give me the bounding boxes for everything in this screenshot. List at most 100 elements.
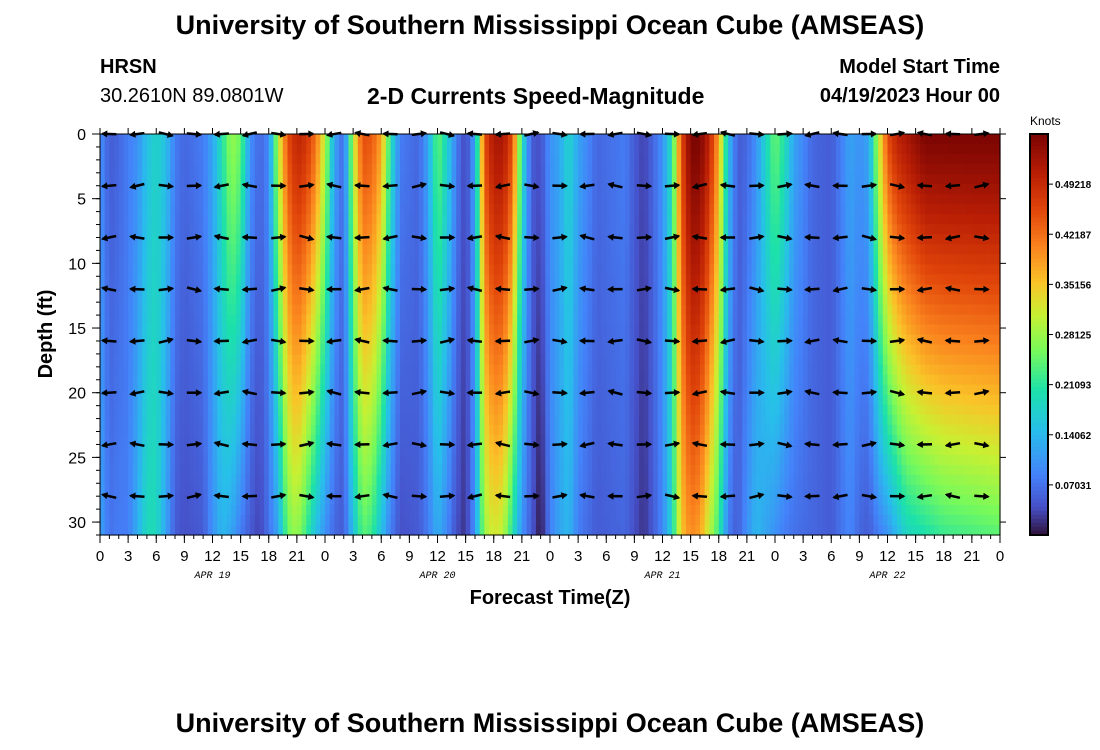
heatmap-cell [264,474,270,486]
heatmap-cell [376,144,382,155]
heatmap-cell [268,524,275,536]
heatmap-cell [423,364,429,376]
heatmap-cell [671,364,678,376]
heatmap-cell [554,304,560,316]
heatmap-cell [371,264,378,275]
heatmap-cell [376,224,382,235]
heatmap-cell [517,464,523,476]
heatmap-cell [198,184,204,195]
heatmap-cell [203,204,209,215]
heatmap-cell [517,414,523,426]
heatmap-cell [367,214,373,225]
heatmap-cell [648,204,654,215]
heatmap-cell [428,454,434,466]
heatmap-cell [395,514,401,526]
heatmap-cell [329,244,335,255]
heatmap-cell [639,144,645,155]
heatmap-cell [564,134,570,145]
heatmap-cell [371,464,378,476]
heatmap-cell [587,344,593,356]
heatmap-cell [610,244,617,255]
heatmap-cell [395,264,401,275]
heatmap-cell [123,454,129,466]
heatmap-cell [132,144,139,155]
heatmap-cell [662,374,668,386]
heatmap-cell [540,494,546,506]
heatmap-cell [348,324,354,336]
heatmap-cell [348,494,354,506]
heatmap-cell [451,184,457,195]
heatmap-cell [479,404,485,416]
heatmap-cell [587,264,593,275]
heatmap-cell [681,324,687,336]
heatmap-cell [657,184,664,195]
heatmap-cell [128,214,134,225]
heatmap-cell [540,234,546,245]
heatmap-cell [568,484,575,496]
heatmap-cell [329,454,335,466]
heatmap-cell [146,504,153,516]
heatmap-cell [203,274,209,285]
heatmap-cell [170,464,176,476]
heatmap-cell [517,494,523,506]
heatmap-cell [493,154,500,165]
heatmap-cell [535,194,542,205]
heatmap-cell [517,504,523,516]
heatmap-cell [254,524,260,536]
heatmap-cell [118,374,125,386]
heatmap-cell [428,254,434,265]
heatmap-cell [367,464,373,476]
heatmap-cell [503,454,509,466]
heatmap-cell [245,494,251,506]
heatmap-cell [550,364,556,376]
heatmap-cell [146,344,153,356]
heatmap-cell [587,294,593,306]
heatmap-cell [278,244,284,255]
heatmap-cell [606,244,612,255]
heatmap-cell [175,294,181,306]
heatmap-cell [306,394,312,406]
heatmap-cell [151,264,157,275]
heatmap-cell [362,304,368,316]
heatmap-cell [184,504,190,516]
heatmap-cell [109,134,115,145]
heatmap-cell [559,224,565,235]
heatmap-cell [610,484,617,496]
heatmap-cell [521,234,528,245]
heatmap-cell [235,224,242,235]
heatmap-cell [310,364,317,376]
heatmap-cell [662,204,668,215]
heatmap-cell [132,264,139,275]
heatmap-cell [676,424,682,436]
heatmap-cell [446,374,453,386]
heatmap-cell [390,254,396,265]
heatmap-cell [207,314,214,326]
heatmap-cell [179,394,185,406]
heatmap-cell [545,274,551,285]
heatmap-cell [592,334,598,346]
heatmap-cell [212,324,218,336]
heatmap-cell [151,324,157,336]
heatmap-cell [489,444,495,456]
heatmap-cell [465,454,471,466]
heatmap-cell [339,384,345,396]
heatmap-cell [418,154,425,165]
heatmap-cell [446,524,453,536]
heatmap-cell [132,314,139,326]
heatmap-cell [184,324,190,336]
heatmap-cell [521,134,528,145]
heatmap-cell [348,234,354,245]
heatmap-cell [353,514,359,526]
heatmap-cell [451,494,457,506]
heatmap-cell [507,394,514,406]
heatmap-cell [160,364,167,376]
heatmap-cell [648,274,654,285]
heatmap-cell [489,474,495,486]
heatmap-cell [385,184,392,195]
heatmap-cell [292,234,298,245]
heatmap-cell [657,134,664,145]
heatmap-cell [554,494,560,506]
heatmap-cell [226,344,232,356]
heatmap-cell [381,204,387,215]
heatmap-cell [498,374,504,386]
